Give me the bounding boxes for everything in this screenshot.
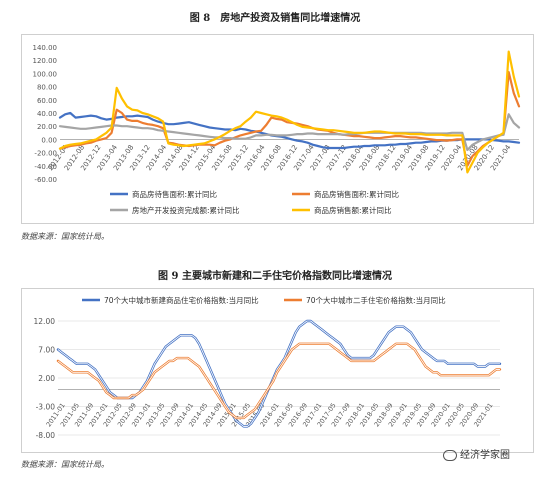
legend-label-2: 70个大中城市二手住宅价格指数:当月同比 [306,295,446,305]
wechat-icon [443,449,457,461]
y-tick-label: -3.00 [36,403,56,412]
legend-label-3: 房地产开发投资完成额:累计同比 [132,205,240,215]
y-tick-label: -60.00 [34,176,57,184]
watermark: 经济学家圈 [443,446,510,461]
y-tick-label: 20.00 [37,123,57,131]
y-tick-label: -20.00 [34,150,57,158]
y-tick-label: -40.00 [34,163,57,171]
y-tick-label: 100.00 [33,70,58,78]
series-line-1-inner [57,320,500,427]
series-line-3 [58,113,521,152]
figure-9-source: 数据来源：国家统计局。 [21,460,109,469]
series-line-1 [58,111,521,150]
y-tick-label: 40.00 [37,110,57,118]
legend-label-1: 70个大中城市新建商品住宅价格指数:当月同比 [104,295,259,305]
y-tick-label: 80.00 [37,84,57,92]
y-tick-label: 60.00 [37,97,57,105]
figure-8-title: 图 8 房地产投资及销售同比增速情况 [189,13,361,24]
legend-label-4: 商品房销售额:累计同比 [314,205,392,215]
legend-label-1: 商品房待售面积:累计同比 [132,189,218,199]
y-tick-label: 140.00 [33,44,58,52]
watermark-text: 经济学家圈 [460,450,510,461]
y-tick-label: 2.00 [38,374,55,383]
y-tick-label: 0.00 [41,136,57,144]
y-tick-label: 12.00 [34,317,56,326]
series-line-2 [58,70,521,167]
figure-9-title: 图 9 主要城市新建和二手住宅价格指数同比增速情况 [158,271,392,282]
series-line-2-inner [57,343,500,419]
series-line-4 [58,50,521,174]
figure-8-source: 数据来源：国家统计局。 [21,232,109,241]
y-tick-label: 7.00 [38,346,55,355]
chart-figure-8: 140.00 120.00 100.00 80.00 60.00 40.00 20.00 0.… [21,34,534,224]
chart-figure-9-svg: 12.007.002.00-3.00-8.002011-012011-05201… [34,295,502,440]
legend-label-2: 商品房销售面积:累计同比 [314,189,400,199]
y-tick-label: 120.00 [33,57,58,65]
y-tick-label: -8.00 [36,431,56,440]
chart-figure-9: 12.00 7.00 2.00 -3.00 -8.00 2011-01 2011-05 201… [21,288,534,453]
chart-figure-8-svg: 140.00 120.00 100.00 80.00 60.00 40.00 20.00 0.… [33,44,521,215]
